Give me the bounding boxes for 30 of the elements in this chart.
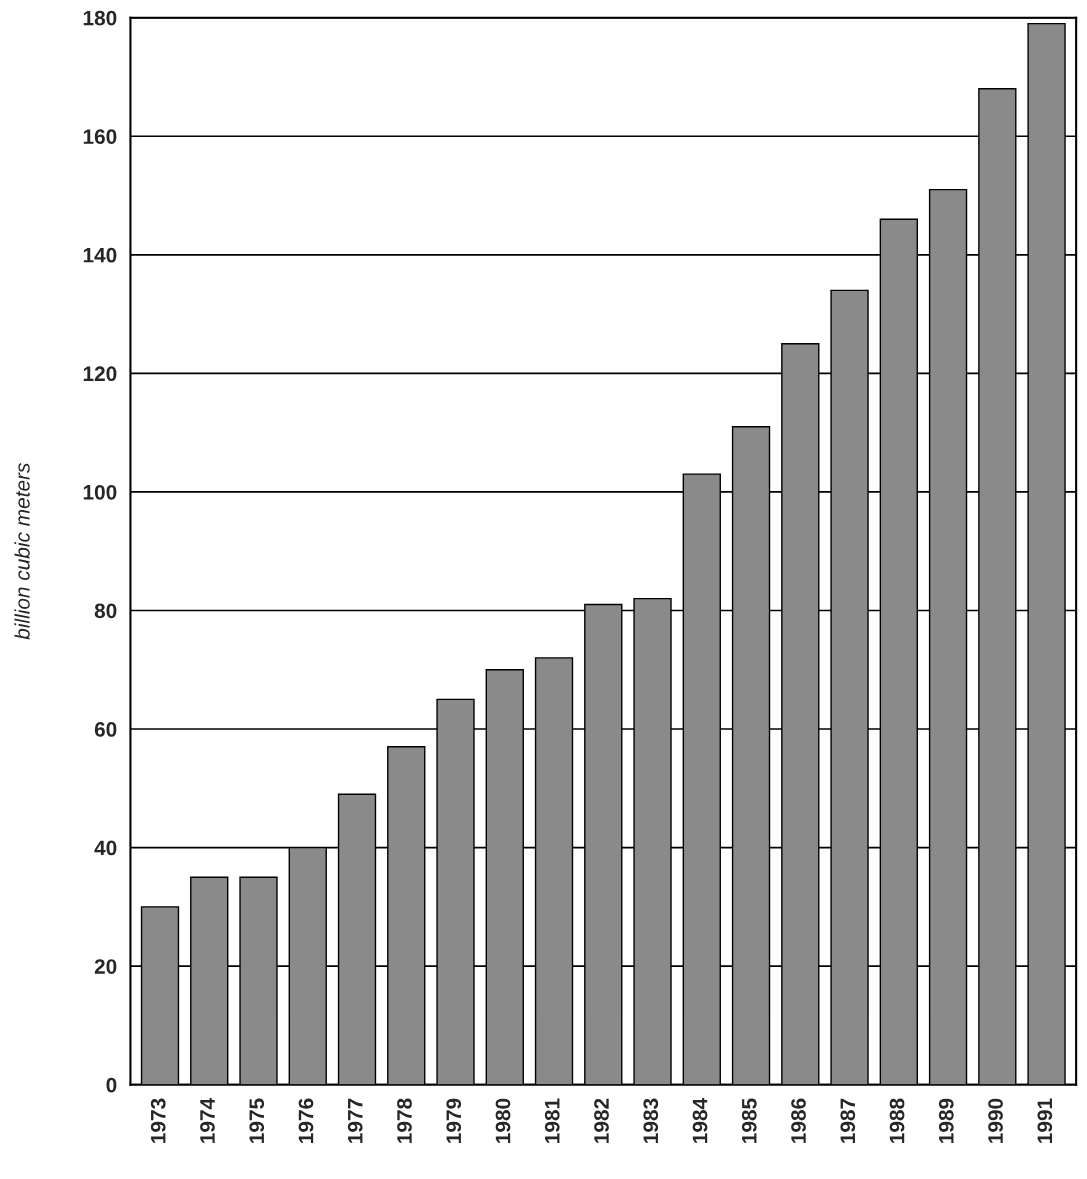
x-tick-label: 1979 (446, 1098, 462, 1143)
y-tick-label: 140 (83, 247, 117, 263)
y-tick-label: 180 (83, 10, 117, 26)
x-tick-label: 1973 (150, 1098, 166, 1143)
x-tick-label: 1978 (397, 1098, 412, 1143)
y-tick-label: 80 (94, 603, 117, 619)
x-tick-label: 1977 (347, 1098, 363, 1143)
x-tick-label: 1988 (889, 1098, 905, 1143)
y-tick-label: 40 (94, 840, 117, 856)
y-tick-label: 20 (94, 959, 117, 974)
y-tick-label: 60 (94, 722, 117, 737)
x-tick-label: 1976 (298, 1098, 314, 1143)
x-tick-label: 1981 (544, 1098, 560, 1143)
x-tick-label: 1975 (249, 1098, 265, 1143)
x-tick-label: 1985 (741, 1098, 757, 1143)
x-tick-label: 1991 (1037, 1098, 1053, 1143)
x-tick-label: 1990 (988, 1098, 1003, 1143)
x-tick-label: 1980 (495, 1098, 511, 1143)
x-tick-label: 1974 (200, 1097, 215, 1143)
y-tick-label: 160 (83, 129, 117, 144)
x-tick-label: 1984 (692, 1097, 708, 1143)
x-tick-label: 1986 (791, 1098, 806, 1143)
y-tick-label: 0 (106, 1077, 117, 1093)
y-tick-label: 100 (83, 484, 117, 500)
x-tick-label: 1987 (840, 1098, 856, 1143)
x-tick-label: 1982 (594, 1098, 609, 1143)
x-tick-label: 1983 (643, 1098, 659, 1143)
x-tick-label: 1989 (938, 1098, 954, 1143)
y-tick-label: 120 (83, 366, 117, 382)
y-axis-title: billion cubic meters (14, 463, 30, 640)
